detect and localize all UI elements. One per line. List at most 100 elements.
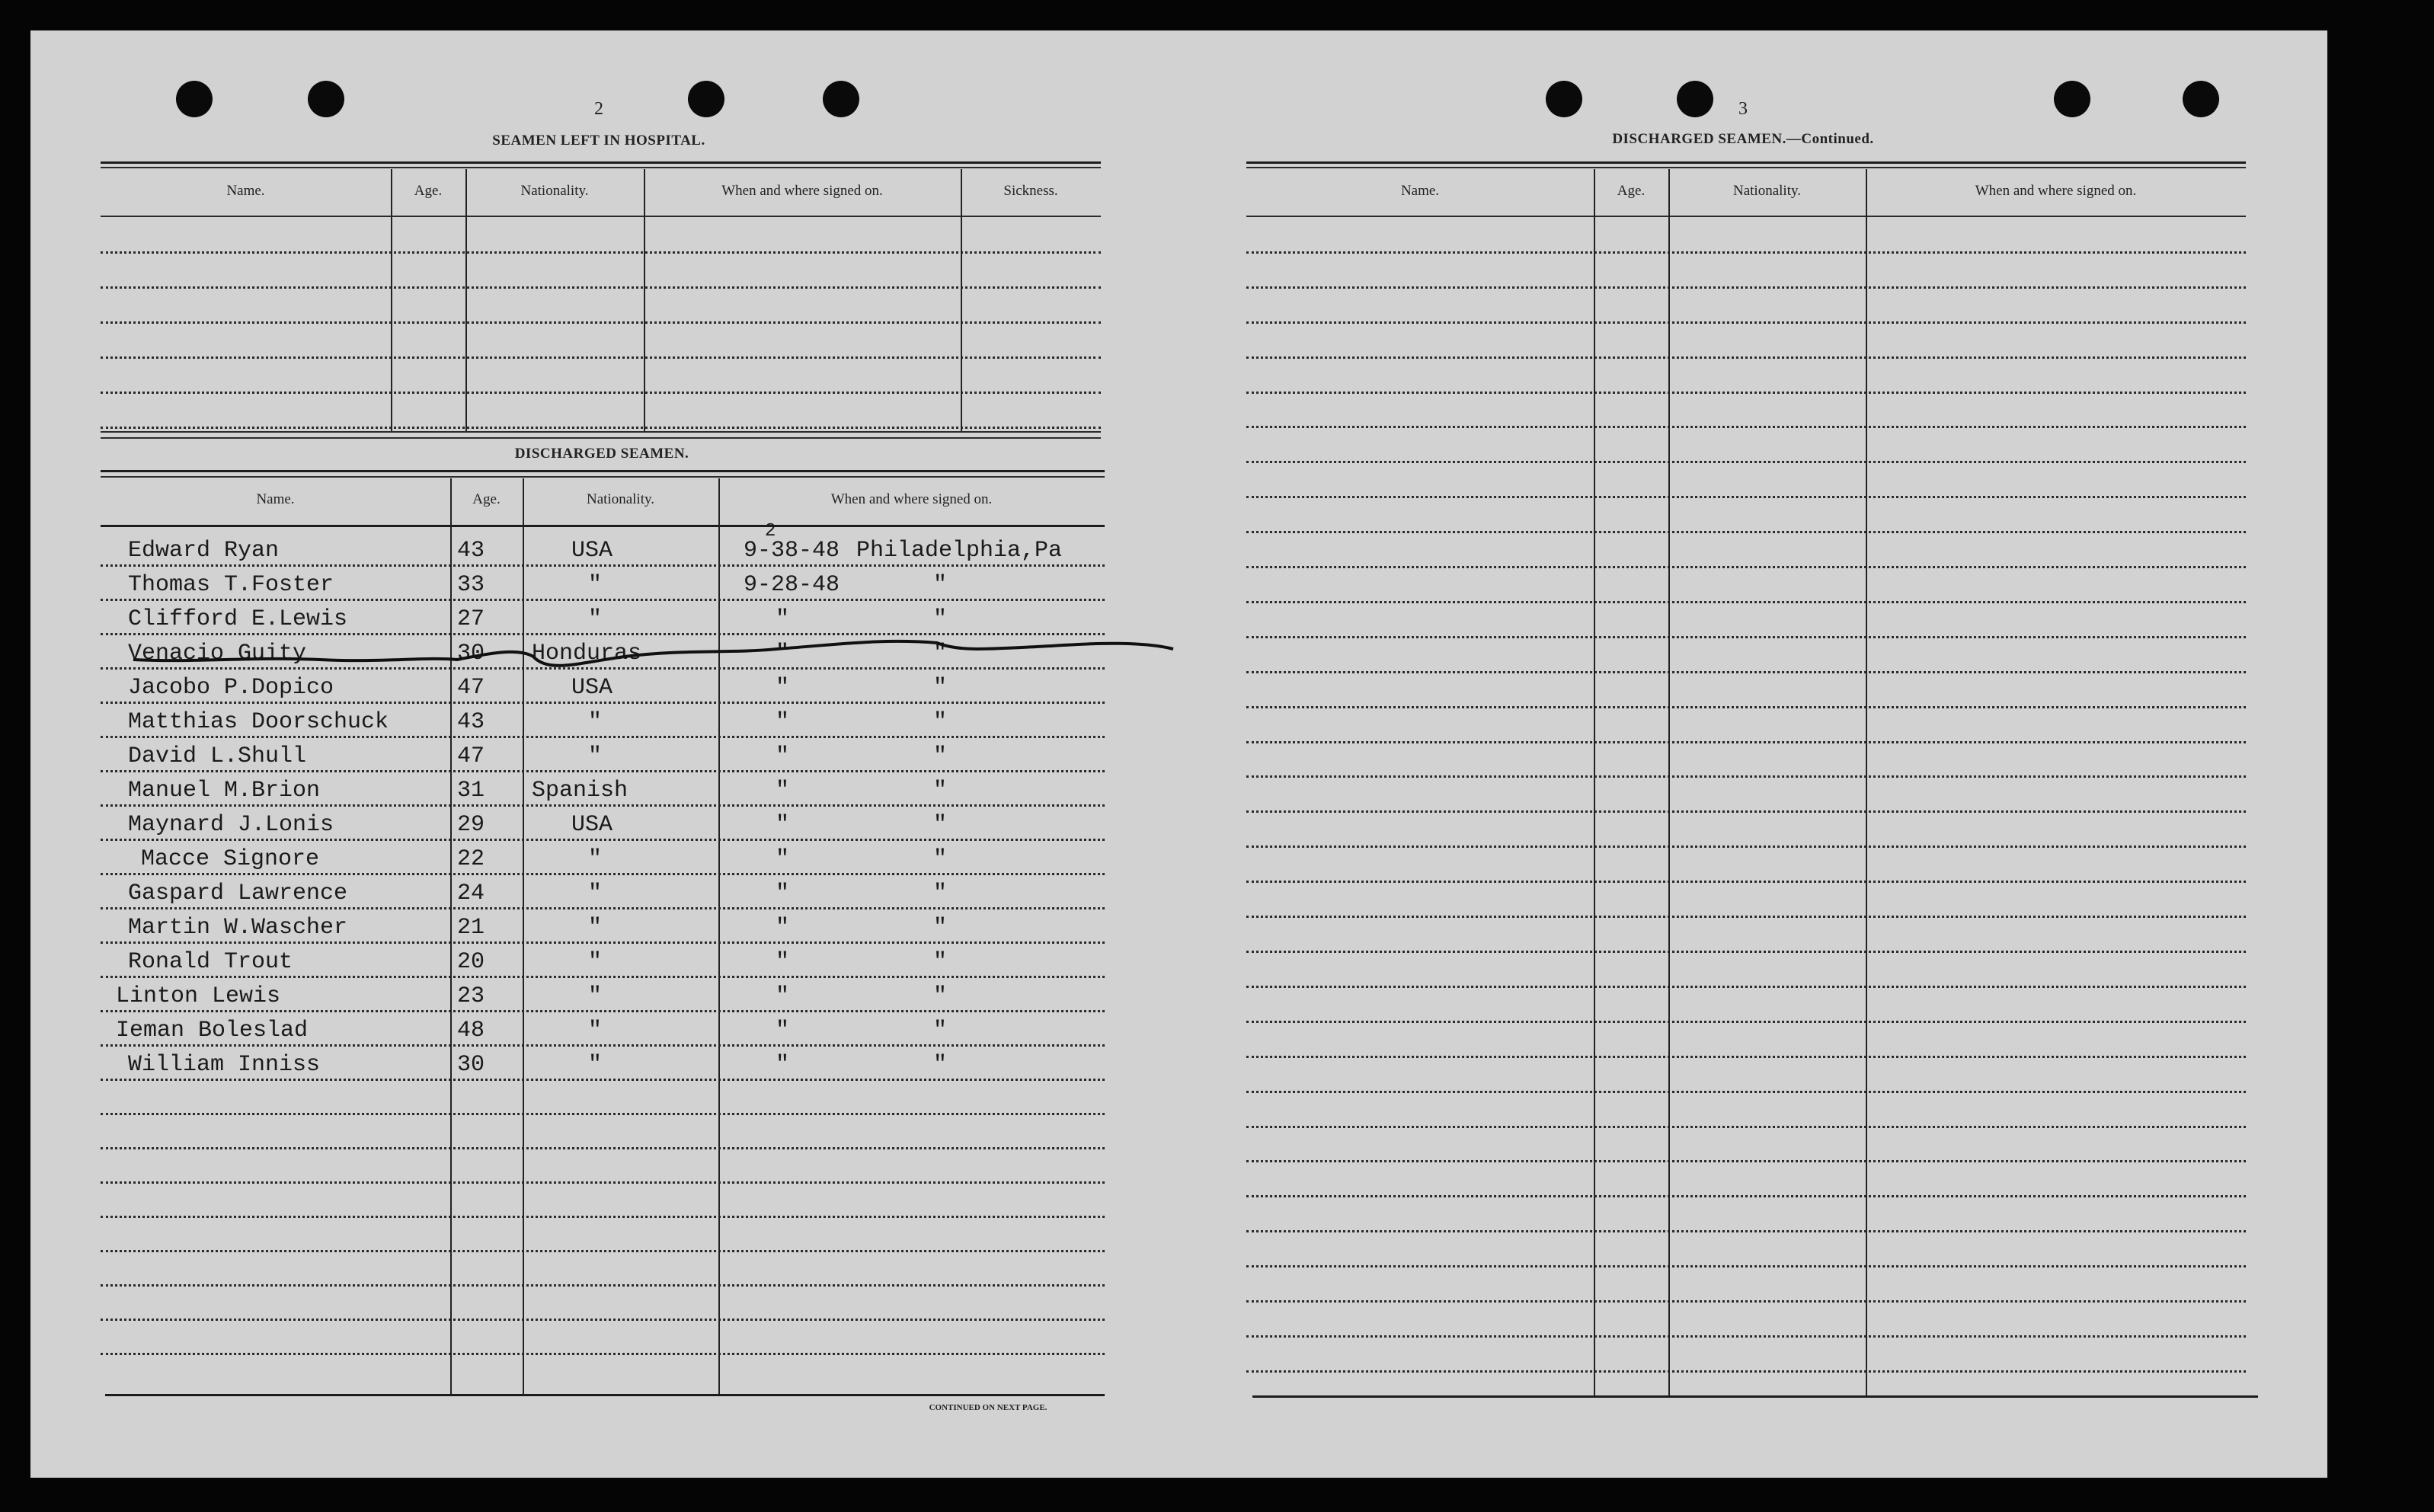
seaman-nationality: " <box>588 983 603 1009</box>
dashed-row-line <box>101 1181 1105 1184</box>
dashed-row-line <box>101 736 1105 738</box>
seaman-nationality: " <box>588 915 603 941</box>
dashed-row-line <box>1246 1126 2246 1128</box>
seaman-name: David L.Shull <box>128 743 307 769</box>
signed-on-place: " <box>933 709 948 735</box>
column-header: Age. <box>472 491 501 507</box>
seaman-nationality: Spanish <box>532 778 628 804</box>
rule <box>105 1394 1105 1396</box>
dashed-row-line <box>1246 251 2246 254</box>
dashed-row-line <box>101 599 1105 601</box>
seaman-age: 27 <box>457 606 485 632</box>
dashed-row-line <box>1246 461 2246 463</box>
date-correction: 2 <box>765 521 776 542</box>
seaman-name: Manuel M.Brion <box>128 778 321 804</box>
column-header: When and where signed on. <box>721 183 883 199</box>
seaman-age: 29 <box>457 812 485 838</box>
continued-footer: CONTINUED ON NEXT PAGE. <box>929 1403 1047 1412</box>
dashed-row-line <box>101 564 1105 567</box>
rule <box>101 216 1101 217</box>
hospital-section-title: SEAMEN LEFT IN HOSPITAL. <box>492 133 705 149</box>
signed-on-place: " <box>933 778 948 804</box>
signed-on-date: " <box>776 778 790 804</box>
dashed-row-line <box>1246 846 2246 848</box>
seaman-name: Martin W.Wascher <box>128 915 348 941</box>
dashed-row-line <box>1246 1370 2246 1373</box>
signed-on-place: " <box>933 915 948 941</box>
signed-on-place: " <box>933 1018 948 1044</box>
dashed-row-line <box>101 321 1101 324</box>
dashed-row-line <box>1246 321 2246 324</box>
column-divider <box>644 169 645 431</box>
column-divider <box>450 478 452 1394</box>
seaman-age: 47 <box>457 743 485 769</box>
column-header: Nationality. <box>1733 183 1801 199</box>
dashed-row-line <box>101 356 1101 359</box>
seaman-age: 23 <box>457 983 485 1009</box>
signed-on-place: " <box>933 641 948 666</box>
seaman-age: 33 <box>457 572 485 598</box>
signed-on-place: " <box>933 675 948 701</box>
seaman-name: Ieman Boleslad <box>116 1018 309 1044</box>
seaman-age: 24 <box>457 881 485 906</box>
signed-on-date: " <box>776 915 790 941</box>
seaman-age: 31 <box>457 778 485 804</box>
rule <box>1246 216 2246 217</box>
signed-on-place: " <box>933 983 948 1009</box>
column-divider <box>1594 169 1595 1395</box>
seaman-name: Ronald Trout <box>128 949 293 975</box>
dashed-row-line <box>101 1079 1105 1081</box>
dashed-row-line <box>1246 1265 2246 1267</box>
punch-hole <box>823 81 859 117</box>
dashed-row-line <box>101 770 1105 772</box>
dashed-row-line <box>101 1216 1105 1218</box>
rule <box>101 167 1101 168</box>
column-header: Sickness. <box>1003 183 1058 199</box>
column-divider <box>523 478 524 1394</box>
seaman-nationality: " <box>588 572 603 598</box>
seaman-name: Edward Ryan <box>128 538 280 564</box>
dashed-row-line <box>1246 706 2246 708</box>
dashed-row-line <box>1246 1021 2246 1023</box>
seaman-nationality: USA <box>571 538 613 564</box>
punch-hole <box>176 81 213 117</box>
column-header: When and where signed on. <box>830 491 993 507</box>
rule <box>1252 1395 2258 1398</box>
ledger-paper <box>30 30 2327 1478</box>
seaman-age: 20 <box>457 949 485 975</box>
column-header: Name. <box>226 183 265 199</box>
seaman-name: Gaspard Lawrence <box>128 881 348 906</box>
dashed-row-line <box>1246 1300 2246 1303</box>
column-divider <box>1866 169 1867 1395</box>
signed-on-place: " <box>933 743 948 769</box>
signed-on-date: " <box>776 983 790 1009</box>
seaman-age: 22 <box>457 846 485 872</box>
dashed-row-line <box>101 427 1101 429</box>
dashed-row-line <box>101 1010 1105 1012</box>
seaman-nationality: USA <box>571 675 613 701</box>
dashed-row-line <box>1246 566 2246 568</box>
seaman-nationality: " <box>588 949 603 975</box>
rule <box>101 431 1101 433</box>
seaman-name: Jacobo P.Dopico <box>128 675 334 701</box>
punch-hole <box>1546 81 1582 117</box>
column-divider <box>961 169 962 431</box>
punch-hole <box>308 81 344 117</box>
seaman-nationality: " <box>588 743 603 769</box>
dashed-row-line <box>101 873 1105 875</box>
seaman-age: 47 <box>457 675 485 701</box>
dashed-row-line <box>1246 951 2246 953</box>
dashed-row-line <box>1246 356 2246 359</box>
rule <box>101 437 1101 439</box>
dashed-row-line <box>1246 1195 2246 1197</box>
signed-on-date: " <box>776 1018 790 1044</box>
column-header: Nationality. <box>587 491 654 507</box>
discharged-continued-title: DISCHARGED SEAMEN.—Continued. <box>1612 131 1874 147</box>
dashed-row-line <box>1246 426 2246 428</box>
dashed-row-line <box>101 251 1101 254</box>
punch-hole <box>2183 81 2219 117</box>
seaman-age: 43 <box>457 709 485 735</box>
column-header: Nationality. <box>520 183 589 199</box>
rule <box>101 470 1105 472</box>
